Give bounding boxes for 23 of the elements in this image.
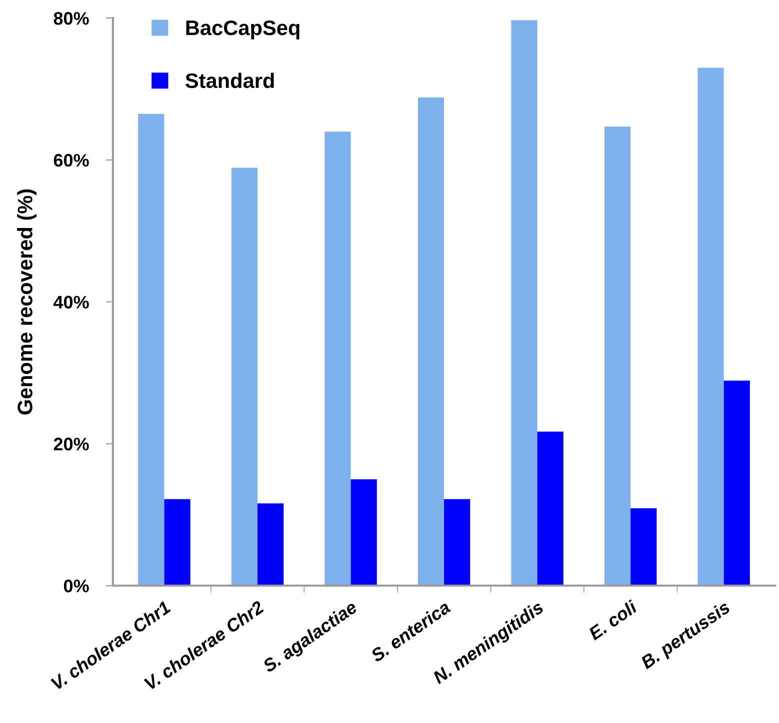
bar [630,508,657,586]
bar [350,479,377,586]
bar [138,114,164,586]
y-axis-title: Genome recovered (%) [17,189,37,414]
bar [324,132,351,586]
bar [511,20,538,586]
y-tick-label: 0% [64,580,89,592]
bar [444,499,470,586]
legend-label: Standard [186,72,274,88]
bar [418,98,444,586]
bar [724,380,750,586]
bar [258,503,284,586]
x-tick-label: E. coli [587,599,638,641]
y-tick-label: 60% [54,154,89,167]
bar [604,126,631,586]
bar [537,432,564,586]
y-tick-label: 20% [54,438,89,450]
bar [164,499,190,586]
bar [698,68,724,586]
legend-label: BacCapSeq [186,20,300,40]
y-tick-label: 80% [54,12,89,25]
bar [231,168,258,586]
y-tick-label: 40% [53,296,89,309]
